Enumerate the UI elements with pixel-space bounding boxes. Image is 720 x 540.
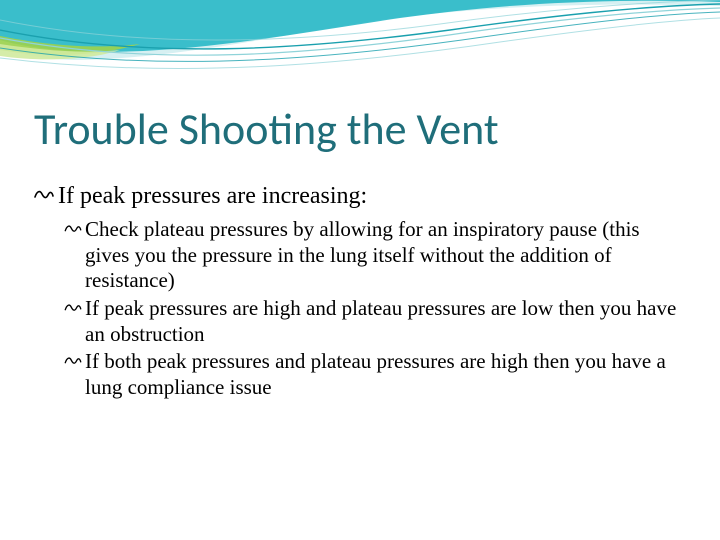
scribble-bullet-icon xyxy=(64,222,82,240)
slide-title: Trouble Shooting the Vent xyxy=(34,102,499,156)
scribble-bullet-icon xyxy=(34,188,54,207)
wave-svg xyxy=(0,0,720,110)
wave-line-3 xyxy=(0,12,720,61)
wave-fill-back xyxy=(0,0,720,60)
bullet-level2-text: Check plateau pressures by allowing for … xyxy=(85,217,680,294)
bullet-level2: If both peak pressures and plateau press… xyxy=(64,349,680,400)
scribble-bullet-icon xyxy=(64,301,82,319)
slide: Trouble Shooting the Vent If peak pressu… xyxy=(0,0,720,540)
wave-line-1 xyxy=(0,4,720,49)
wave-line-5 xyxy=(0,0,720,40)
wave-accent-green xyxy=(0,36,140,55)
wave-line-2 xyxy=(0,8,720,55)
bullet-level1: If peak pressures are increasing: xyxy=(34,182,680,211)
wave-accent-green-light xyxy=(0,44,120,59)
scribble-bullet-icon xyxy=(64,354,82,372)
bullet-level2-text: If both peak pressures and plateau press… xyxy=(85,349,680,400)
bullet-level2: Check plateau pressures by allowing for … xyxy=(64,217,680,294)
decorative-wave xyxy=(0,0,720,110)
bullet-level1-text: If peak pressures are increasing: xyxy=(58,182,367,211)
wave-line-4 xyxy=(0,18,720,69)
bullet-level2-group: Check plateau pressures by allowing for … xyxy=(64,217,680,400)
slide-content: If peak pressures are increasing: Check … xyxy=(34,182,680,403)
wave-fill-main xyxy=(0,0,720,52)
bullet-level2-text: If peak pressures are high and plateau p… xyxy=(85,296,680,347)
bullet-level2: If peak pressures are high and plateau p… xyxy=(64,296,680,347)
